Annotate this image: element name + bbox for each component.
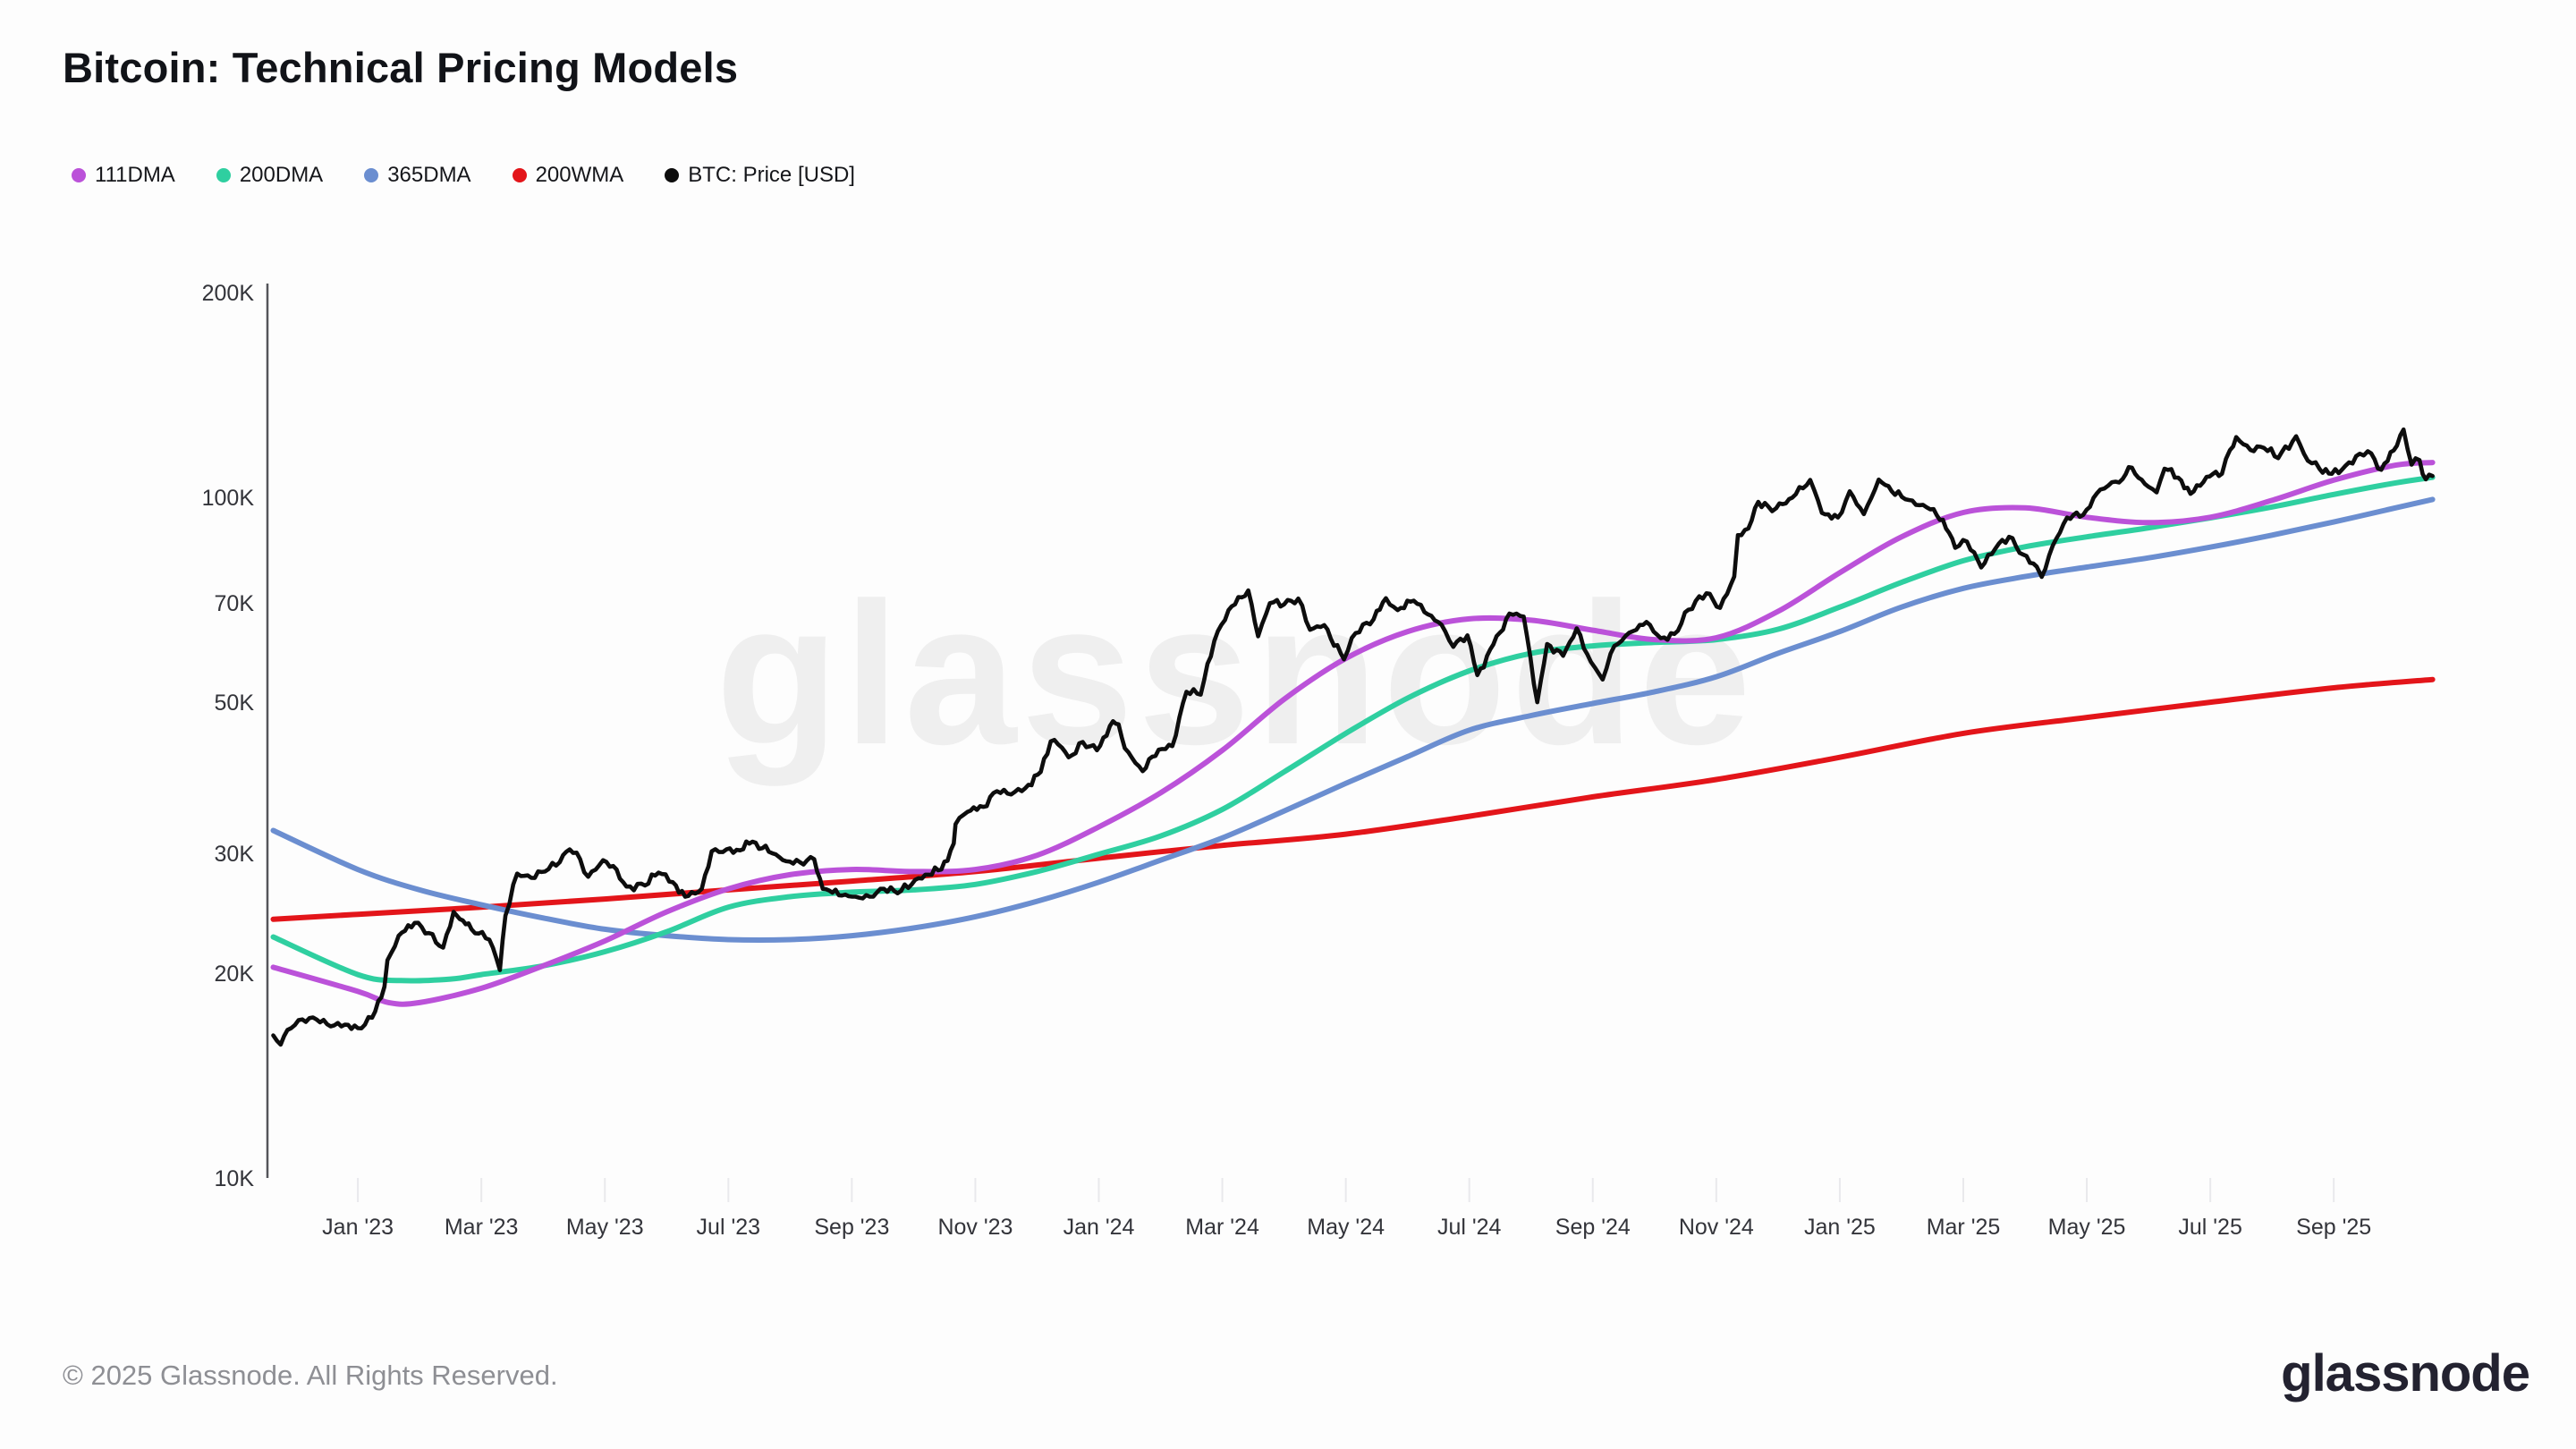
legend-dot-icon [512, 168, 527, 182]
y-axis-label: 100K [202, 486, 255, 511]
x-axis-label: Jan '24 [1063, 1215, 1135, 1240]
x-axis-label: Jan '23 [322, 1215, 394, 1240]
legend-item-label: 365DMA [387, 163, 471, 187]
legend-dot-icon [72, 168, 86, 182]
legend-item[interactable]: 365DMA [364, 163, 471, 188]
legend-item-label: BTC: Price [USD] [688, 163, 855, 187]
x-axis-label: Mar '24 [1185, 1215, 1259, 1240]
x-axis-label: May '23 [566, 1215, 644, 1240]
series-line-365dma [270, 496, 2436, 944]
x-axis-label: Jul '23 [697, 1215, 760, 1240]
y-axis-label: 20K [215, 962, 255, 987]
x-axis-label: May '25 [2048, 1215, 2126, 1240]
legend-item[interactable]: 200WMA [512, 163, 624, 188]
x-axis-label: May '24 [1307, 1215, 1385, 1240]
y-axis-label: 50K [215, 691, 255, 716]
chart-legend: 111DMA 200DMA 365DMA 200WMA BTC: Price [USD] [72, 163, 855, 188]
x-axis-label: Jul '24 [1437, 1215, 1502, 1240]
legend-item-label: 200WMA [535, 163, 624, 187]
page-title: Bitcoin: Technical Pricing Models [63, 44, 739, 91]
series-line-200wma [270, 676, 2436, 922]
copyright-text: © 2025 Glassnode. All Rights Reserved. [63, 1360, 558, 1391]
series-line-111dma [270, 460, 2436, 1007]
x-axis-label: Jan '25 [1804, 1215, 1876, 1240]
glassnode-logo: glassnode [2281, 1344, 2530, 1402]
series-line-200dma [270, 474, 2436, 984]
legend-item[interactable]: BTC: Price [USD] [665, 163, 855, 188]
x-axis-label: Mar '23 [445, 1215, 519, 1240]
legend-item-label: 200DMA [239, 163, 324, 187]
x-axis-label: Mar '25 [1927, 1215, 2001, 1240]
x-axis-label: Sep '25 [2296, 1215, 2371, 1240]
legend-item-label: 111DMA [95, 163, 175, 187]
legend-dot-icon [216, 168, 231, 182]
legend-dot-icon [665, 168, 680, 182]
x-axis-label: Sep '24 [1555, 1215, 1631, 1240]
y-axis-label: 10K [215, 1166, 255, 1191]
y-axis-label: 200K [202, 281, 255, 306]
x-axis-label: Jul '25 [2178, 1215, 2241, 1240]
y-axis-label: 30K [215, 842, 255, 867]
legend-item[interactable]: 200DMA [216, 163, 323, 188]
x-axis-label: Nov '23 [937, 1215, 1013, 1240]
series-line-btc-price-usd- [271, 427, 2435, 1047]
x-axis-label: Nov '24 [1679, 1215, 1754, 1240]
legend-item[interactable]: 111DMA [72, 163, 175, 188]
legend-dot-icon [364, 168, 379, 182]
x-axis-label: Sep '23 [814, 1215, 889, 1240]
y-axis-label: 70K [215, 591, 255, 616]
